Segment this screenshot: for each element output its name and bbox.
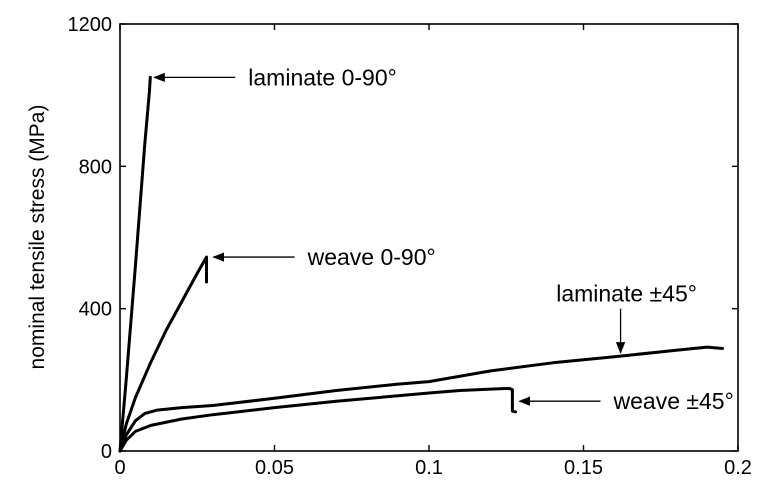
annotation-label-laminate-pm45: laminate ±45° [556,281,697,307]
series-layer [118,75,724,453]
x-tick-label: 0 [114,457,125,479]
x-tick-label: 0.2 [724,457,752,479]
series-line-weave-0-90 [118,255,208,453]
y-tick-label: 0 [101,441,112,463]
y-tick-label: 400 [79,299,112,321]
plot-frame [119,23,739,452]
x-tick-label: 0.15 [564,457,603,479]
x-tick-label: 0.05 [255,457,294,479]
y-axis-title: nominal tensile stress (MPa) [26,105,49,370]
series-line-weave-pm45 [118,386,517,453]
axis-ticks: 0 0.05 0.1 0.15 0.2 0 400 800 1200 [68,14,752,479]
annotation-label-laminate-0-90: laminate 0-90° [248,64,397,90]
y-tick-label: 1200 [68,14,113,36]
x-tick-label: 0.1 [415,457,443,479]
y-tick-label: 800 [79,156,112,178]
annotation-label-weave-0-90: weave 0-90° [307,244,436,270]
annotation-label-weave-pm45: weave ±45° [613,388,734,414]
annotation-layer: laminate 0-90° weave 0-90° laminate ±45° we… [153,64,734,414]
series-line-laminate-0-90 [118,75,152,453]
series-line-laminate-pm45 [118,345,724,453]
